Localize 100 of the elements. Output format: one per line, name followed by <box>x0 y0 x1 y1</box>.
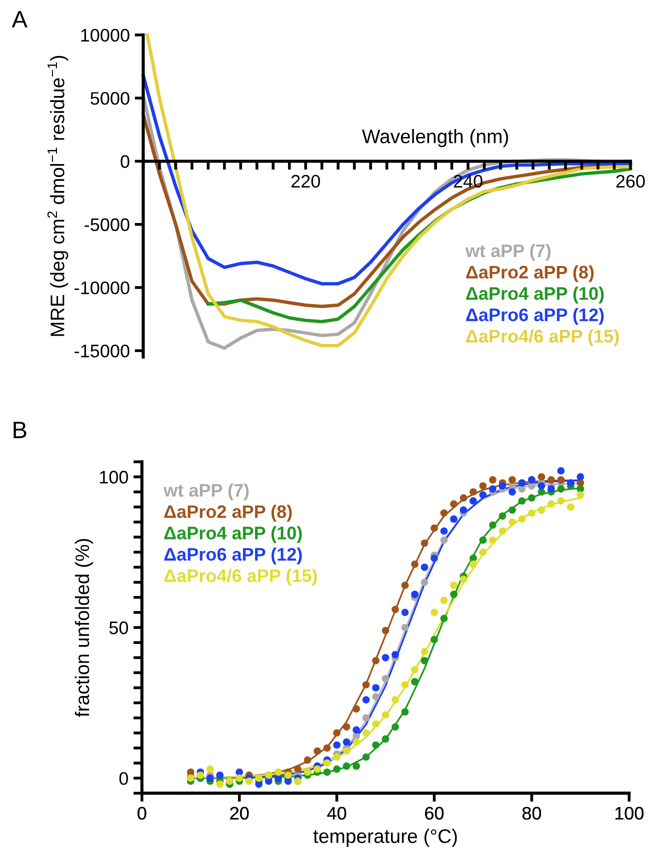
point <box>323 759 331 767</box>
point <box>440 527 448 535</box>
point <box>314 765 321 773</box>
point <box>498 512 506 520</box>
point <box>420 539 428 547</box>
y-axis-title: fraction unfolded (%) <box>74 538 94 717</box>
x-tick-label: 0 <box>138 806 146 820</box>
point <box>274 768 282 776</box>
text: ΔaPro6 aPP (12) <box>164 547 302 564</box>
point <box>382 735 390 743</box>
point <box>342 747 350 755</box>
point <box>440 596 448 604</box>
x-tick-label: 100 <box>615 806 644 820</box>
point <box>401 624 409 632</box>
point <box>352 705 360 713</box>
point <box>411 678 418 686</box>
point <box>401 708 409 716</box>
point <box>450 582 458 589</box>
point <box>392 650 399 658</box>
text: wt aPP (7) <box>164 483 249 500</box>
point <box>548 476 555 484</box>
point <box>420 648 428 656</box>
point <box>294 765 302 773</box>
point <box>576 491 584 499</box>
text: ΔaPro4/6 aPP (15) <box>164 568 317 586</box>
point <box>372 741 380 749</box>
point <box>479 482 487 490</box>
point <box>548 485 555 493</box>
point <box>342 738 350 746</box>
point <box>460 494 468 502</box>
text: wt aPP (7) <box>465 244 551 261</box>
point <box>538 506 546 514</box>
point <box>372 720 380 728</box>
point <box>450 590 458 598</box>
point <box>440 614 448 622</box>
x-axis-title: temperature (°C) <box>313 828 457 847</box>
point <box>528 509 536 517</box>
point <box>401 582 409 589</box>
point <box>576 473 584 481</box>
chart-title: A <box>12 11 28 28</box>
point <box>362 696 370 704</box>
point <box>518 497 526 505</box>
point <box>382 711 390 719</box>
point <box>479 536 487 544</box>
text: ΔaPro4 aPP (10) <box>164 526 302 543</box>
point <box>508 506 516 514</box>
point <box>401 608 409 616</box>
point <box>470 560 477 568</box>
point <box>323 744 331 752</box>
point <box>498 527 506 535</box>
point <box>567 503 574 511</box>
point <box>352 738 360 746</box>
point <box>352 726 360 734</box>
point <box>411 590 418 598</box>
point <box>206 765 214 773</box>
point <box>430 524 438 532</box>
point <box>362 729 370 737</box>
text: ΔaPro2 aPP (8) <box>466 265 594 282</box>
x-tick-label: 260 <box>616 174 645 188</box>
x-tick-label: 60 <box>425 806 444 820</box>
y-axis-title: MRE (deg cm$^{2}$ dmol$^{−1}$ residue$^{−1}$) <box>47 56 68 336</box>
point <box>372 684 380 692</box>
point <box>342 723 350 731</box>
x-tick-label: 40 <box>327 806 346 820</box>
point <box>382 654 390 662</box>
y-tick-label: 5000 <box>90 92 130 105</box>
point <box>430 554 438 562</box>
point <box>420 564 428 571</box>
point <box>362 714 370 722</box>
y-tick-label: 0 <box>119 772 128 785</box>
text: ΔaPro4 aPP (10) <box>466 286 604 304</box>
point <box>401 681 409 688</box>
point <box>498 482 506 490</box>
point <box>460 576 468 583</box>
point <box>216 771 224 779</box>
point <box>333 765 340 773</box>
point <box>392 723 399 731</box>
point <box>489 485 496 493</box>
y-tick-label: 10000 <box>81 28 130 42</box>
point <box>304 756 312 764</box>
point <box>372 693 380 700</box>
point <box>420 656 428 664</box>
point <box>440 509 448 517</box>
point <box>489 476 496 484</box>
text: ΔaPro2 aPP (8) <box>164 504 292 522</box>
y-tick-label: 100 <box>100 470 128 484</box>
x-axis-title: Wavelength (nm) <box>362 129 508 148</box>
x-tick-label: 80 <box>522 806 542 820</box>
point <box>557 467 565 474</box>
point <box>430 608 438 616</box>
point <box>216 780 224 788</box>
point <box>392 606 399 614</box>
point <box>508 476 516 484</box>
point <box>430 636 438 644</box>
point <box>314 747 321 755</box>
text: ΔaPro6 aPP (12) <box>466 308 604 325</box>
chart-title: B <box>14 422 26 438</box>
point <box>440 536 448 544</box>
point <box>362 681 370 688</box>
point <box>255 780 263 788</box>
